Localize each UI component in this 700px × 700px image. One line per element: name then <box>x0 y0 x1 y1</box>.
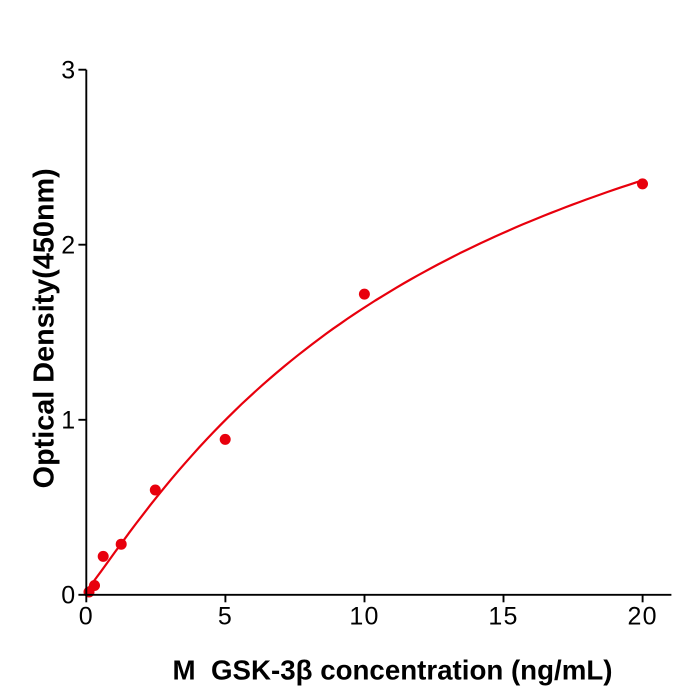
svg-text:3: 3 <box>61 56 76 84</box>
svg-text:1: 1 <box>61 407 76 435</box>
svg-text:M GSK-3β concentration (ng/mL: M GSK-3β concentration (ng/mL) <box>173 655 613 686</box>
svg-text:Optical Density(450nm): Optical Density(450nm) <box>29 168 61 488</box>
svg-text:20: 20 <box>627 602 657 630</box>
svg-text:5: 5 <box>218 602 233 630</box>
svg-text:10: 10 <box>349 602 379 630</box>
svg-text:15: 15 <box>488 602 518 630</box>
svg-text:0: 0 <box>79 602 94 630</box>
svg-text:0: 0 <box>61 582 76 610</box>
svg-text:2: 2 <box>61 232 76 260</box>
